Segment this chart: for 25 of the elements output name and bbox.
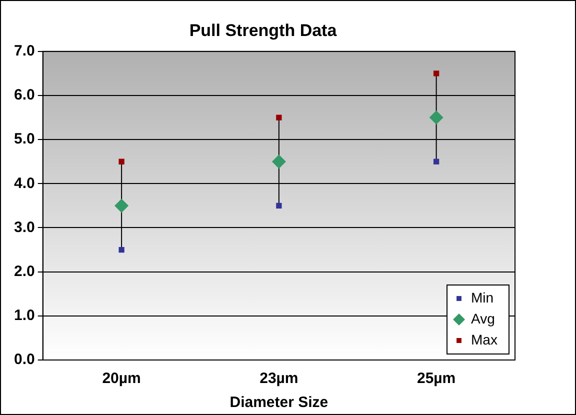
point [118, 246, 124, 253]
point [118, 158, 124, 164]
y-tick-label: 5.0 [14, 130, 35, 148]
point [429, 110, 444, 125]
y-tick-label: 2.0 [14, 262, 35, 280]
y-tick-label: 0.0 [14, 351, 35, 368]
y-tick-label: 4.0 [14, 174, 35, 192]
x-tick-label: 20µm [102, 370, 141, 388]
point [114, 198, 129, 213]
point [276, 114, 282, 120]
point [276, 202, 282, 209]
legend-label: Avg [471, 310, 495, 326]
y-tick-label: 6.0 [14, 86, 35, 104]
x-tick-label: 23µm [260, 370, 298, 388]
legend-label: Max [471, 331, 498, 348]
point [433, 70, 440, 76]
y-tick-label: 3.0 [14, 218, 35, 236]
y-tick-label: 1.0 [14, 307, 35, 324]
y-tick-label: 7.0 [14, 42, 35, 60]
x-tick-label: 25µm [416, 370, 456, 388]
legend-label: Min [471, 289, 494, 306]
chart-title: Pull Strength Data [189, 20, 338, 40]
point [272, 154, 286, 169]
point [433, 158, 440, 164]
x-axis-title: Diameter Size [230, 394, 328, 412]
